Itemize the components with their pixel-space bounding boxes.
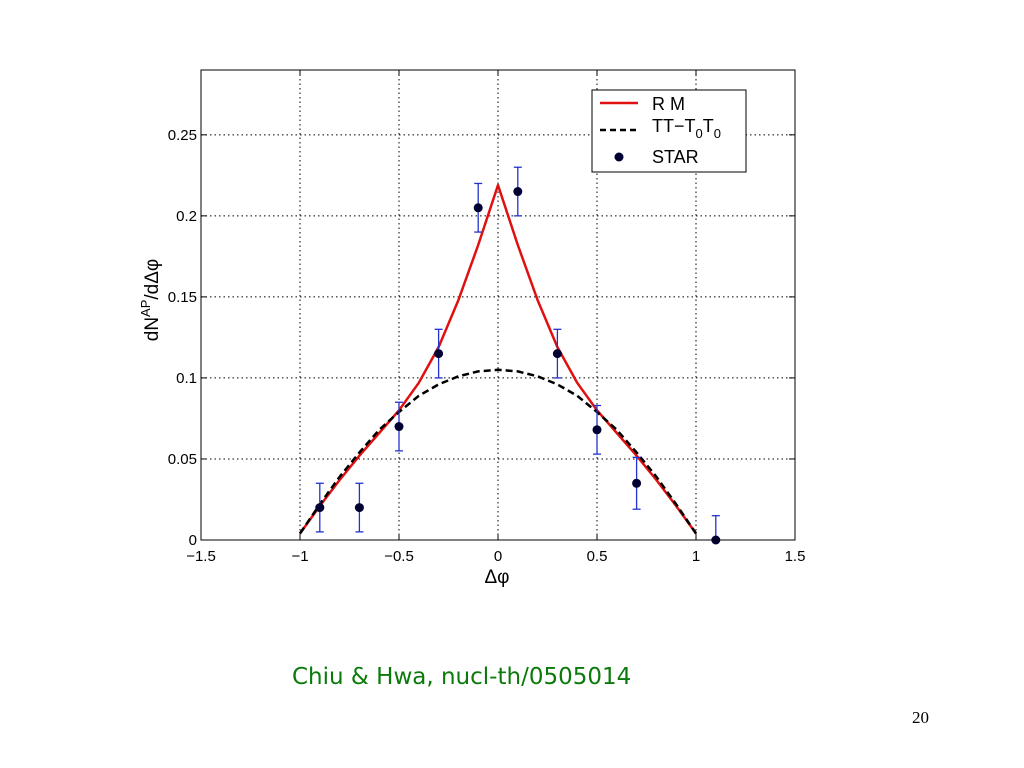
star-data-point [632, 478, 642, 488]
y-axis-label-superscript: AP [138, 300, 153, 317]
rm-curve [298, 183, 698, 535]
y-axis-label: dNAP/dΔφ [138, 259, 163, 342]
legend-tt-part-a: TT−T [652, 116, 696, 136]
legend-swatch-star [614, 152, 624, 162]
x-tick-label: 1 [692, 548, 700, 565]
star-data-point [434, 349, 444, 359]
curves [298, 183, 698, 535]
legend-tt-part-b: T [703, 116, 714, 136]
y-tick-label: 0.05 [168, 451, 197, 468]
star-data-point [513, 187, 523, 197]
legend: R M TT−T0T0 STAR [591, 89, 747, 173]
x-axis-label: Δφ [484, 567, 509, 588]
star-data-point [592, 425, 602, 435]
tt-t0t0-curve [298, 368, 698, 535]
y-tick-label: 0.15 [168, 289, 197, 306]
star-data-points [315, 166, 721, 545]
star-data-point [552, 349, 562, 359]
x-tick-label: −1.5 [186, 548, 216, 565]
legend-entry-tt: TT−T0T0 [652, 116, 721, 141]
y-tick-label: 0.2 [176, 208, 197, 225]
y-tick-label: 0 [189, 532, 197, 549]
y-tick-label: 0.25 [168, 127, 197, 144]
y-axis-label-tail: /dΔφ [142, 259, 163, 300]
x-tick-label: 0 [494, 548, 502, 565]
star-data-point [473, 203, 483, 213]
legend-tt-subscript-b: 0 [714, 126, 721, 141]
star-data-point [354, 503, 364, 513]
legend-tt-subscript-a: 0 [696, 126, 703, 141]
x-tick-label: −0.5 [384, 548, 414, 565]
x-tick-label: 1.5 [785, 548, 806, 565]
x-tick-label: −1 [291, 548, 308, 565]
legend-entry-star: STAR [652, 147, 699, 167]
slide-number: 20 [912, 708, 929, 727]
y-tick-label: 0.1 [176, 370, 197, 387]
legend-entry-rm: R M [652, 94, 685, 114]
y-axis-label-main: dN [142, 317, 163, 341]
citation: Chiu & Hwa, nucl-th/0505014 [292, 664, 632, 690]
x-tick-label: 0.5 [587, 548, 608, 565]
grid [201, 70, 795, 540]
ticks: −1.5 −1 −0.5 0 0.5 1 1.5 0 0.05 0.1 0.15 0.2 0.25 [168, 70, 806, 565]
star-data-point [394, 422, 404, 432]
star-data-point [315, 503, 325, 513]
